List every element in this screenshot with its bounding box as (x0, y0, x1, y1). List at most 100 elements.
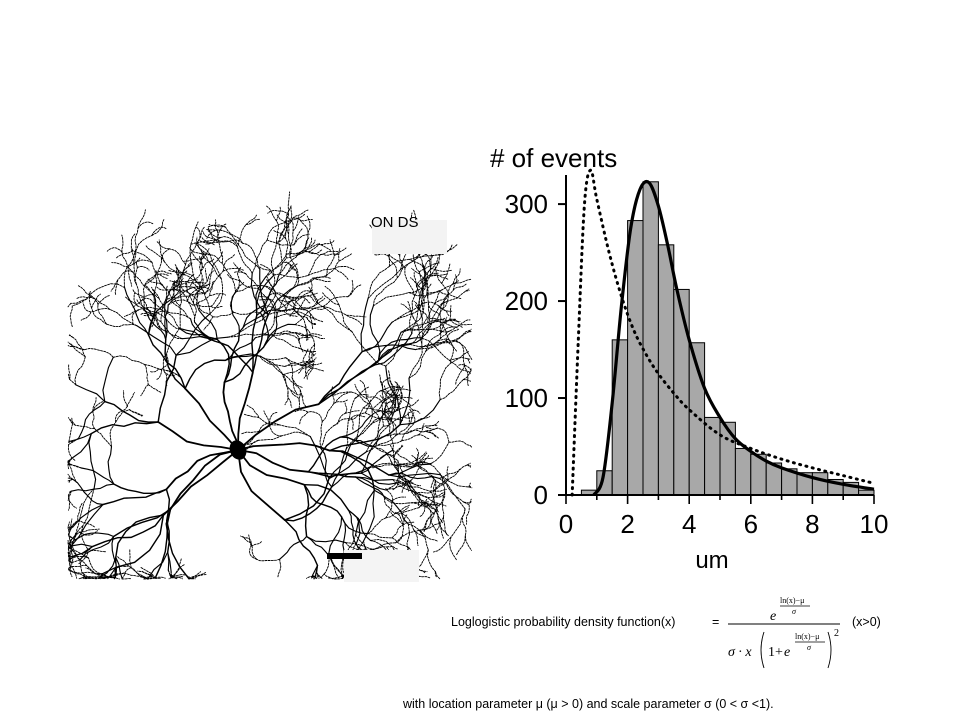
dendrite-segment (165, 508, 190, 580)
dendrite-segment (261, 310, 285, 321)
dendrite-segment (189, 243, 194, 277)
dendrite-segment (72, 571, 103, 575)
dendrite-segment (373, 445, 399, 462)
dendrite-segment (202, 231, 217, 241)
dendrite-segment (196, 244, 211, 256)
dendrite-segment (277, 558, 282, 578)
dendrite-segment (362, 390, 382, 409)
dendrite-segment (309, 365, 325, 372)
dendrite-segment (398, 384, 403, 398)
dendrite-segment (400, 312, 424, 333)
dendrite-segment (269, 411, 278, 424)
dendrite-segment (387, 401, 402, 414)
dendrite-segment (67, 551, 72, 564)
dendrite-segment (127, 266, 133, 287)
dendrite-segment (266, 205, 277, 222)
dendrite-segment (333, 412, 346, 427)
dendrite-segment (170, 564, 185, 577)
dendrite-segment (455, 329, 471, 342)
dendrite-segment (417, 465, 434, 477)
dendrite-segment (441, 492, 446, 518)
dendrite-segment (426, 317, 447, 321)
dendrite-segment (245, 273, 260, 290)
dendrite-segment (137, 570, 156, 579)
dendrite-segment (220, 229, 239, 246)
dendrite-segment (210, 305, 224, 309)
dendrite-segment (429, 319, 448, 324)
dendrite-segment (426, 291, 440, 295)
dendrite-segment (70, 298, 88, 304)
dendrite-segment (144, 297, 162, 310)
dendrite-segment (424, 256, 434, 275)
dendrite-segment (344, 410, 360, 414)
dendrite-segment (175, 313, 211, 356)
dendrite-segment (299, 389, 307, 407)
dendrite-segment (408, 482, 419, 497)
dendrite-segment (278, 217, 294, 243)
dendrite-segment (174, 264, 180, 276)
dendrite-segment (429, 328, 451, 333)
dendrite-segment (68, 480, 71, 484)
dendrite-segment (399, 399, 441, 426)
dendrite-segment (130, 232, 136, 252)
dendrite-segment (292, 269, 298, 289)
dendrite-segment (275, 206, 281, 222)
dendrite-segment (414, 416, 431, 423)
dendrite-segment (169, 574, 172, 579)
dendrite-segment (361, 542, 396, 552)
dendrite-segment (344, 402, 348, 414)
dendrite-segment (469, 498, 472, 504)
dendrite-segment (466, 464, 472, 467)
dendrite-segment (68, 545, 72, 550)
dendrite-segment (191, 252, 201, 264)
dendrite-segment (224, 353, 261, 361)
dendrite-segment (137, 221, 154, 229)
dendrite-segment (175, 336, 229, 356)
dendrite-segment (293, 227, 303, 246)
numerator-exponent-denominator: σ (792, 607, 797, 616)
dendrite-segment (212, 311, 234, 318)
dendrite-segment (414, 490, 435, 494)
dendrite-segment (437, 518, 444, 539)
dendrite-segment (347, 284, 362, 298)
dendrite-segment (222, 267, 244, 272)
dendrite-segment (430, 274, 449, 280)
dendrite-segment (144, 364, 167, 371)
dendrite-segment (307, 267, 336, 276)
dendrite-segment (258, 417, 280, 426)
dendrite-segment (419, 506, 426, 518)
dendrite-segment (392, 388, 412, 392)
dendrite-segment (448, 339, 454, 364)
dendrite-segment (67, 494, 77, 509)
dendrite-segment (227, 274, 241, 282)
dendrite-segment (68, 334, 74, 338)
dendrite-segment (305, 250, 319, 256)
dendrite-segment (169, 574, 193, 580)
dendrite-segment (257, 435, 283, 441)
solid-fit-curve (592, 179, 875, 496)
dendrite-segment (79, 535, 115, 561)
dendrite-segment (277, 252, 300, 277)
dendrite-segment (166, 327, 181, 355)
dendrite-segment (173, 291, 181, 307)
dendrite-segment (396, 462, 419, 468)
dendrite-segment (147, 278, 162, 285)
dendrite-segment (440, 316, 448, 333)
dendrite-segment (290, 389, 300, 403)
dendrite-segment (233, 262, 247, 275)
dendrite-segment (408, 399, 420, 407)
dendrite-segment (440, 282, 454, 305)
dendrite-segment (75, 384, 106, 403)
dendrite-segment (289, 230, 294, 257)
dendrite-segment (284, 223, 289, 240)
dendrite-segment (467, 358, 471, 364)
dendrite-segment (331, 561, 339, 579)
dendrite-segment (462, 379, 471, 382)
dendrite-segment (190, 318, 215, 342)
dendrite-segment (90, 421, 159, 435)
dendrite-segment (291, 377, 298, 394)
dendrite-segment (417, 575, 431, 579)
dendrite-segment (313, 297, 326, 307)
dendrite-segment (439, 474, 465, 503)
dendrite-segment (206, 224, 227, 228)
